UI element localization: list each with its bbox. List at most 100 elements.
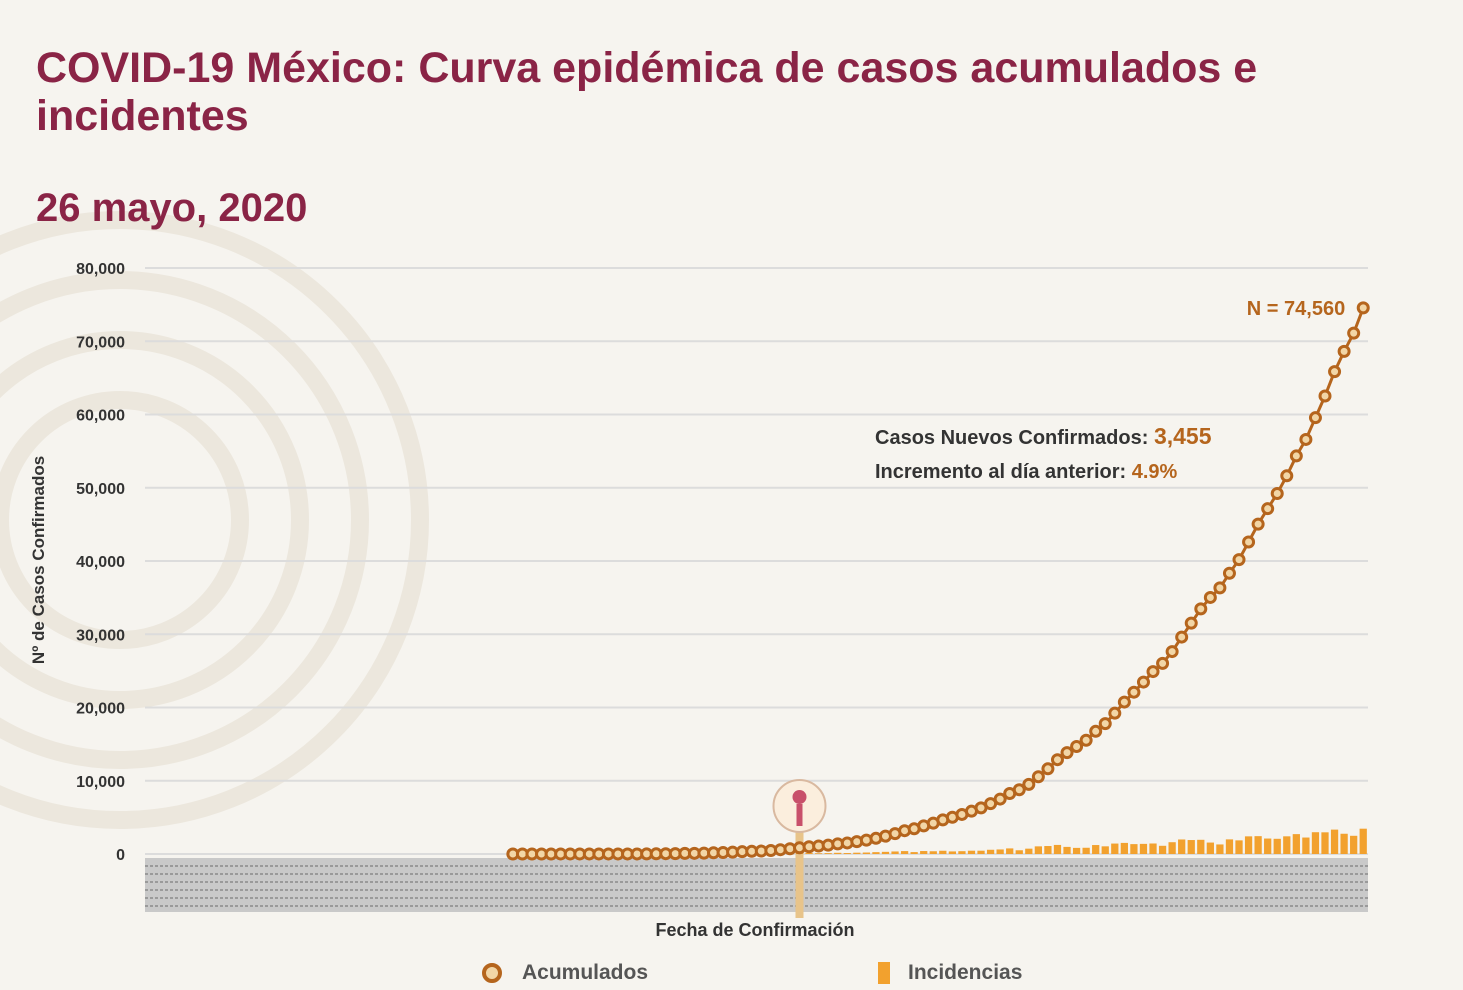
incidence-bar: [1006, 848, 1014, 854]
incidence-bar: [1206, 842, 1214, 854]
accumulated-point: [1213, 581, 1227, 595]
accumulated-point: [1318, 389, 1332, 403]
incidence-bar: [1101, 846, 1109, 854]
incidence-bar: [1072, 847, 1081, 854]
incidence-bar: [1235, 840, 1243, 854]
accumulated-point: [1050, 753, 1064, 767]
incidence-bar: [1111, 843, 1119, 854]
accumulated-point: [1261, 502, 1275, 516]
incidence-bar: [1311, 832, 1320, 854]
accumulated-point: [1242, 535, 1256, 549]
legend-accumulated: Acumulados: [482, 958, 648, 988]
accumulated-point: [1270, 486, 1284, 500]
event-marker-icon-body: [796, 804, 803, 826]
incidence-bar: [1244, 836, 1253, 854]
accumulated-point: [1070, 739, 1084, 753]
incidence-bar: [805, 852, 813, 854]
total-annotation: N = 74,560: [1247, 298, 1345, 320]
incidence-bar: [1292, 834, 1300, 854]
incidence-bar: [1092, 845, 1100, 854]
y-tick-label: 70,000: [76, 334, 125, 351]
increase-annotation: Incremento al día anterior: 4.9%: [875, 461, 1178, 483]
incidence-bar: [881, 851, 890, 854]
accumulated-point: [1194, 602, 1208, 616]
y-tick-label: 40,000: [76, 554, 125, 571]
accumulated-point: [1280, 469, 1294, 483]
event-marker-icon-head: [792, 790, 807, 804]
accumulated-marker-icon: [482, 963, 502, 983]
accumulated-point: [1146, 665, 1160, 679]
accumulated-line: [512, 307, 1365, 856]
incidence-bar: [834, 852, 842, 854]
chart-date: 26 mayo, 2020: [36, 186, 308, 230]
incidence-bar: [900, 851, 909, 854]
incidence-bar: [1015, 850, 1023, 854]
incidence-bar: [1082, 847, 1090, 854]
accumulated-point: [1079, 733, 1093, 747]
accumulated-point: [1356, 301, 1370, 315]
accumulated-point: [1165, 645, 1179, 659]
incidence-bar: [958, 851, 966, 854]
incidence-bar: [814, 853, 823, 854]
accumulated-point: [1328, 365, 1342, 379]
new-cases-label: Casos Nuevos Confirmados:: [875, 427, 1154, 449]
increase-label: Incremento al día anterior:: [875, 461, 1132, 483]
incidence-bar: [1350, 835, 1358, 854]
incidence-bar: [1044, 846, 1052, 854]
accumulated-point: [1203, 590, 1217, 604]
incidence-bar: [1264, 838, 1272, 854]
x-axis-title: Fecha de Confirmación: [655, 920, 854, 940]
incidence-bar: [1359, 828, 1367, 854]
incidence-bar: [1053, 844, 1062, 854]
incidence-bar: [986, 849, 995, 854]
accumulated-point: [1022, 777, 1036, 791]
accumulated-point: [1117, 695, 1131, 709]
y-tick-label: 0: [116, 847, 125, 864]
incidence-bar: [1340, 833, 1348, 854]
incidence-bar: [1139, 843, 1148, 854]
accumulated-point: [1222, 566, 1236, 580]
incidence-bar: [1273, 838, 1281, 854]
accumulated-point: [1308, 411, 1322, 425]
accumulated-point: [1060, 746, 1074, 760]
accumulated-point: [1175, 630, 1189, 644]
legend-accumulated-label: Acumulados: [522, 961, 649, 984]
accumulated-point: [1289, 449, 1303, 463]
accumulated-point: [1232, 553, 1246, 567]
incidence-bar: [891, 851, 899, 854]
incidence-bar: [939, 850, 947, 854]
accumulated-point: [1098, 717, 1112, 731]
increase-value: 4.9%: [1132, 461, 1178, 483]
incidence-bar: [1216, 844, 1224, 854]
y-tick-label: 30,000: [76, 627, 125, 644]
incidence-bar: [910, 852, 918, 854]
incidence-bar: [872, 852, 880, 854]
accumulated-point: [1251, 517, 1265, 531]
incidence-bar: [1254, 836, 1262, 854]
incidence-bar: [1178, 839, 1186, 854]
y-tick-label: 80,000: [76, 261, 125, 278]
incidence-bar: [1034, 846, 1042, 854]
accumulated-point: [1108, 706, 1122, 720]
legend-incidences-label: Incidencias: [908, 961, 1023, 984]
incidence-bar: [843, 853, 851, 854]
incidence-bar: [824, 853, 832, 854]
accumulated-point: [1012, 783, 1026, 797]
chart-title: COVID-19 México: Curva epidémica de caso…: [36, 44, 1258, 140]
incidence-bar: [862, 852, 871, 854]
incidence-bar: [996, 849, 1004, 854]
y-tick-label: 20,000: [76, 701, 125, 718]
incidence-bar: [1225, 839, 1234, 854]
incidence-bar: [1120, 842, 1128, 854]
accumulated-point: [1337, 344, 1351, 358]
incidence-bar: [1197, 839, 1205, 854]
incidence-bar: [1149, 843, 1157, 854]
accumulated-point: [1299, 432, 1313, 446]
accumulated-point: [1127, 685, 1141, 699]
y-tick-label: 60,000: [76, 408, 125, 425]
incidence-bar: [967, 850, 976, 854]
incidence-bar: [1302, 837, 1310, 854]
accumulated-point: [1156, 656, 1170, 670]
incidence-bar: [853, 852, 861, 854]
